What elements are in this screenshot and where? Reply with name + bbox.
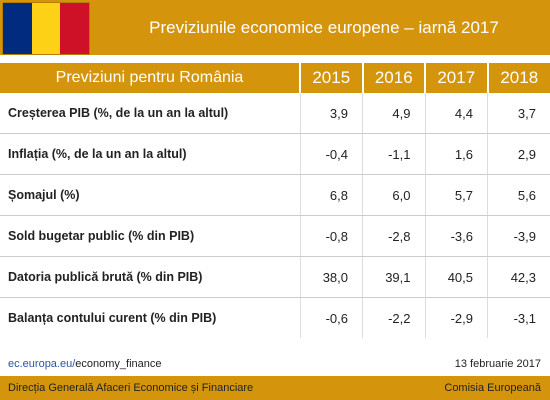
row-label: Datoria publică brută (% din PIB) — [0, 256, 300, 298]
table-cell: 4,4 — [424, 93, 488, 134]
publication-date: 13 februarie 2017 — [454, 358, 541, 370]
table-cell: -3,6 — [424, 215, 488, 257]
column-header-year: 2017 — [424, 63, 488, 93]
table-cell: 39,1 — [362, 256, 425, 298]
table-cell: -0,6 — [299, 297, 363, 338]
table-row: Creșterea PIB (%, de la un an la altul) … — [0, 93, 550, 134]
table-row: Inflația (%, de la un an la altul) -0,4 … — [0, 133, 550, 175]
table-cell: 4,9 — [362, 93, 425, 134]
row-label: Creșterea PIB (%, de la un an la altul) — [0, 93, 300, 134]
table-cell: 42,3 — [487, 256, 550, 298]
banner-title: Previziunile economice europene – iarnă … — [149, 18, 499, 37]
table-cell: -2,2 — [362, 297, 425, 338]
divider — [0, 55, 550, 63]
table-cell: 38,0 — [299, 256, 363, 298]
table-row: Balanța contului curent (% din PIB) -0,6… — [0, 297, 550, 338]
table-cell: -0,8 — [299, 215, 363, 257]
forecast-table: Previziuni pentru România 2015 2016 2017… — [0, 63, 550, 338]
footer-commission: Comisia Europeană — [444, 382, 541, 394]
flag-stripe-blue — [3, 3, 32, 54]
table-cell: 6,0 — [362, 174, 425, 216]
table-header-row: Previziuni pentru România 2015 2016 2017… — [0, 63, 550, 93]
table-cell: -2,8 — [362, 215, 425, 257]
table-cell: 6,8 — [299, 174, 363, 216]
table-cell: -2,9 — [424, 297, 488, 338]
row-label: Inflația (%, de la un an la altul) — [0, 133, 300, 175]
source-domain: ec.europa.eu/ — [8, 358, 76, 370]
table-cell: -1,1 — [362, 133, 425, 175]
table-cell: -0,4 — [299, 133, 363, 175]
footer-directorate: Direcția Generală Afaceri Economice și F… — [8, 382, 254, 394]
source-path: economy_finance — [75, 358, 162, 370]
table-cell: 3,9 — [299, 93, 363, 134]
table-title: Previziuni pentru România — [0, 63, 300, 93]
row-label: Șomajul (%) — [0, 174, 300, 216]
row-label: Sold bugetar public (% din PIB) — [0, 215, 300, 257]
table-cell: 2,9 — [487, 133, 550, 175]
romania-flag-icon — [2, 2, 90, 55]
table-cell: 5,6 — [487, 174, 550, 216]
footer-bar: Direcția Generală Afaceri Economice și F… — [0, 376, 550, 400]
table-cell: -3,1 — [487, 297, 550, 338]
source-link[interactable]: ec.europa.eu/economy_finance — [8, 358, 162, 370]
flag-stripe-red — [60, 3, 90, 54]
table-row: Sold bugetar public (% din PIB) -0,8 -2,… — [0, 215, 550, 257]
table-cell: -3,9 — [487, 215, 550, 257]
table-cell: 1,6 — [424, 133, 488, 175]
table-row: Datoria publică brută (% din PIB) 38,0 3… — [0, 256, 550, 298]
row-label: Balanța contului curent (% din PIB) — [8, 311, 217, 325]
flag-stripe-yellow — [31, 3, 61, 54]
column-header-year: 2015 — [299, 63, 363, 93]
table-cell: 40,5 — [424, 256, 488, 298]
table-cell: 5,7 — [424, 174, 488, 216]
header-banner: Previziunile economice europene – iarnă … — [0, 0, 550, 55]
column-header-year: 2018 — [486, 63, 550, 93]
table-cell: 3,7 — [487, 93, 550, 134]
column-header-year: 2016 — [361, 63, 425, 93]
table-row: Șomajul (%) 6,8 6,0 5,7 5,6 — [0, 174, 550, 216]
